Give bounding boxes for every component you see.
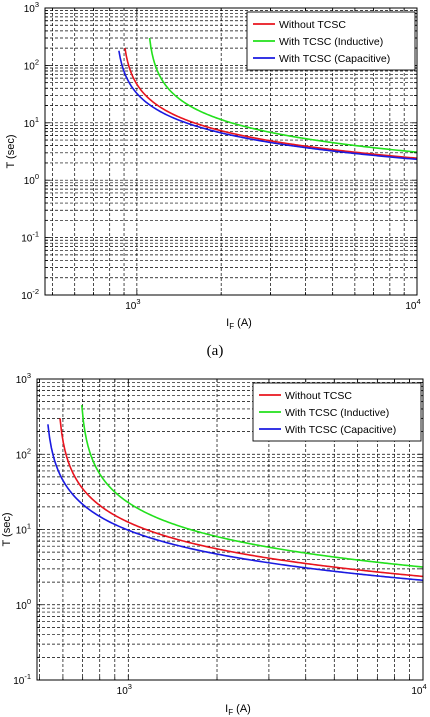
y-tick-label: 103 (24, 0, 39, 15)
series-line-2 (81, 405, 424, 568)
y-axis-label: T (sec) (5, 134, 17, 168)
x-axis-label: IF (A) (226, 317, 252, 331)
axes-frame (44, 7, 418, 296)
y-tick-label: 102 (24, 57, 39, 72)
legend-box (246, 11, 416, 71)
grid (37, 379, 423, 680)
legend-label-3: With TCSC (Capacitive) (279, 53, 390, 65)
y-tick-label: 10-1 (13, 672, 31, 687)
series-group (118, 37, 418, 161)
series-line-1 (124, 47, 418, 159)
series-line-3 (47, 424, 424, 582)
legend-label-2: With TCSC (Inductive) (279, 36, 383, 48)
y-tick-label: 101 (16, 522, 31, 537)
legend: Without TCSC With TCSC (Inductive) With TC… (252, 382, 422, 442)
y-tick-label: 10-2 (21, 287, 39, 302)
x-tick-label: 104 (405, 297, 420, 312)
legend-label-1: Without TCSC (285, 390, 352, 402)
y-tick-label: 103 (16, 371, 31, 386)
x-axis-label: IF (A) (225, 703, 251, 717)
y-tick-label: 10-1 (21, 230, 39, 245)
y-tick-label: 100 (24, 172, 39, 187)
chart-panel-b: 10-1 100 101 102 103 103 104 IF (A) T (sec) Witho… (0, 366, 430, 717)
x-tick-label: 104 (411, 682, 426, 697)
series-line-1 (59, 418, 424, 578)
tick-marks (37, 378, 424, 681)
figure-caption: (a) (206, 343, 224, 359)
series-line-2 (148, 37, 418, 153)
legend-label-2: With TCSC (Inductive) (285, 407, 389, 419)
series-group (47, 405, 424, 582)
chart-b-svg: 10-1 100 101 102 103 103 104 IF (A) T (sec) Witho… (1, 371, 427, 717)
legend-label-1: Without TCSC (279, 19, 346, 31)
x-tick-label: 103 (125, 297, 140, 312)
legend-label-3: With TCSC (Capacitive) (285, 424, 396, 436)
y-axis-label: T (sec) (1, 512, 13, 546)
y-tick-label: 100 (16, 597, 31, 612)
y-tick-label: 101 (24, 115, 39, 130)
x-tick-label: 103 (117, 682, 132, 697)
series-line-3 (118, 50, 418, 161)
chart-panel-a: 10-2 10-1 100 101 102 103 103 104 IF (A) T (sec) W… (0, 0, 430, 342)
y-tick-label: 102 (16, 446, 31, 461)
chart-a-svg: 10-2 10-1 100 101 102 103 103 104 IF (A) T (sec) W… (5, 0, 421, 331)
legend: Without TCSC With TCSC (Inductive) With TC… (246, 11, 416, 71)
